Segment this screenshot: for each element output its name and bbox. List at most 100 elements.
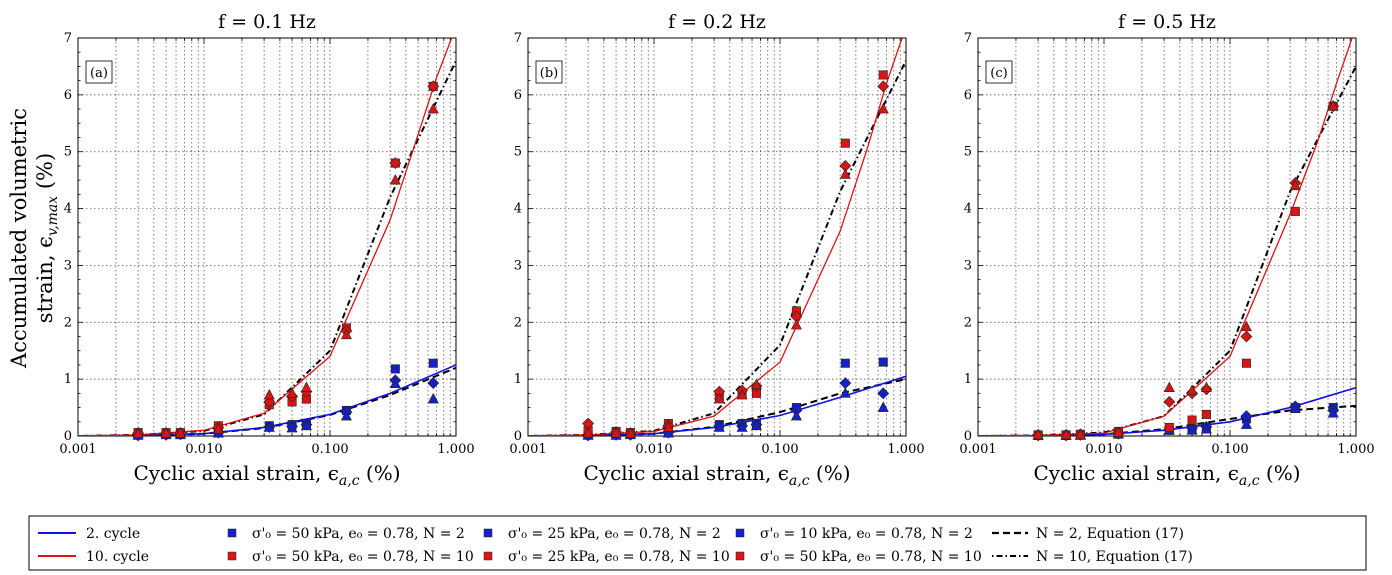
legend-item: N = 2, Equation (17) bbox=[992, 526, 1184, 542]
chart-panel-3: 0.001 0.010 0.100 1.000 0 1 2 3 4 5 6 7 f = 0.5 Hz (c… bbox=[959, 11, 1374, 489]
data-points bbox=[132, 80, 440, 442]
y-tick-label: 5 bbox=[964, 145, 972, 160]
legend-label: σ'₀ = 50 kPa, e₀ = 0.78, N = 10 bbox=[760, 549, 982, 565]
legend-frame bbox=[28, 515, 1367, 571]
data-points bbox=[1032, 100, 1340, 442]
data-point bbox=[427, 102, 439, 114]
data-point bbox=[263, 421, 275, 432]
data-point bbox=[1164, 422, 1174, 432]
curve-cycle-10 bbox=[528, 38, 903, 436]
data-point bbox=[300, 381, 312, 392]
plot-frame bbox=[527, 37, 907, 437]
y-tick-label: 6 bbox=[964, 88, 972, 103]
data-point bbox=[1200, 381, 1212, 392]
y-tick-label: 6 bbox=[514, 88, 522, 103]
grid bbox=[78, 38, 456, 436]
data-point bbox=[750, 378, 762, 390]
data-point bbox=[582, 427, 594, 438]
data-point bbox=[389, 377, 401, 388]
svg-text:(b): (b) bbox=[540, 66, 558, 81]
x-axis-label: Cyclic axial strain, ϵa,c (%) bbox=[1033, 461, 1300, 489]
chart-panel-1: 0.001 0.010 0.100 1.000 0 1 2 3 4 5 6 7 f = 0.1 Hz (a… bbox=[59, 11, 474, 489]
panel-title: f = 0.5 Hz bbox=[1118, 11, 1216, 33]
y-axis-label-line2: strain, ϵv,max (%) bbox=[33, 153, 61, 323]
y-tick-label: 1 bbox=[964, 372, 972, 387]
y-tick-label: 2 bbox=[514, 315, 522, 330]
x-tick-label: 0.100 bbox=[761, 442, 798, 457]
y-axis-label: Accumulated volumetric strain, ϵv,max (%… bbox=[7, 108, 61, 369]
data-point bbox=[1327, 407, 1339, 418]
legend-item: σ'₀ = 10 kPa, e₀ = 0.78, N = 2 bbox=[735, 526, 973, 542]
grid bbox=[528, 38, 906, 436]
data-point bbox=[212, 423, 224, 434]
data-point bbox=[840, 138, 850, 148]
data-point bbox=[662, 421, 674, 432]
data-point bbox=[427, 392, 439, 404]
legend-label: 10. cycle bbox=[86, 549, 149, 565]
y-tick-label: 4 bbox=[964, 202, 972, 217]
y-tick-label: 3 bbox=[964, 258, 972, 273]
y-tick-label: 7 bbox=[514, 31, 522, 46]
y-tick-label: 5 bbox=[514, 145, 522, 160]
y-tick-label: 6 bbox=[64, 88, 72, 103]
legend-label: N = 10, Equation (17) bbox=[1036, 549, 1193, 565]
curve-cycle-10 bbox=[78, 38, 453, 436]
data-point bbox=[174, 427, 186, 438]
data-point bbox=[263, 388, 275, 400]
x-tick-label: 0.001 bbox=[509, 442, 546, 457]
data-point bbox=[1112, 426, 1124, 437]
data-point bbox=[1289, 179, 1301, 191]
x-tick-label: 1.000 bbox=[887, 442, 924, 457]
y-tick-label: 3 bbox=[514, 258, 522, 273]
plot-frame bbox=[977, 37, 1357, 437]
data-point bbox=[1186, 384, 1198, 395]
data-point bbox=[736, 421, 748, 432]
plot-frame bbox=[77, 37, 457, 437]
data-point bbox=[1241, 358, 1251, 368]
legend-item: N = 10, Equation (17) bbox=[992, 549, 1193, 565]
x-tick-label: 1.000 bbox=[1337, 442, 1374, 457]
x-tick-label: 0.001 bbox=[59, 442, 96, 457]
data-point bbox=[839, 168, 851, 179]
curve-eq-n10 bbox=[528, 60, 906, 436]
data-point bbox=[610, 427, 622, 438]
data-point bbox=[132, 427, 144, 439]
y-tick-label: 0 bbox=[964, 429, 972, 444]
y-tick-label: 1 bbox=[514, 372, 522, 387]
data-point bbox=[1201, 409, 1211, 419]
data-points bbox=[582, 70, 890, 442]
data-point bbox=[1032, 428, 1044, 440]
data-point bbox=[1187, 415, 1197, 425]
y-tick-label: 7 bbox=[64, 31, 72, 46]
data-point bbox=[389, 173, 401, 185]
grid bbox=[978, 38, 1356, 436]
data-point bbox=[300, 419, 312, 431]
data-point bbox=[1327, 100, 1339, 111]
y-axis-label-line1: Accumulated volumetric bbox=[7, 108, 31, 369]
x-tick-label: 0.100 bbox=[1211, 442, 1248, 457]
data-point bbox=[1240, 330, 1253, 343]
panel-title: f = 0.2 Hz bbox=[668, 11, 766, 33]
legend-label: σ'₀ = 25 kPa, e₀ = 0.78, N = 2 bbox=[508, 526, 721, 542]
chart-panels: 0.001 0.010 0.100 1.000 0 1 2 3 4 5 6 7 f = 0.1 Hz (a… bbox=[59, 11, 1374, 489]
x-axis-label: Cyclic axial strain, ϵa,c (%) bbox=[133, 461, 400, 489]
legend-item: 2. cycle bbox=[38, 526, 140, 542]
data-point bbox=[877, 387, 890, 400]
panel-label: (a) bbox=[85, 60, 113, 84]
data-point bbox=[878, 70, 888, 80]
data-point bbox=[1240, 320, 1252, 332]
data-point bbox=[1163, 395, 1176, 408]
panel-label: (b) bbox=[535, 60, 563, 84]
legend-item: 10. cycle bbox=[38, 549, 149, 565]
data-point bbox=[662, 427, 674, 438]
x-tick-label: 1.000 bbox=[437, 442, 474, 457]
data-point bbox=[790, 409, 802, 421]
data-point bbox=[1240, 418, 1252, 429]
data-point bbox=[624, 427, 636, 439]
x-tick-label: 0.010 bbox=[1085, 442, 1122, 457]
y-tick-label: 7 bbox=[964, 31, 972, 46]
legend-label: σ'₀ = 25 kPa, e₀ = 0.78, N = 10 bbox=[508, 549, 730, 565]
curve-cycle-10 bbox=[978, 38, 1353, 436]
data-point bbox=[1290, 206, 1300, 216]
data-point bbox=[389, 157, 402, 170]
